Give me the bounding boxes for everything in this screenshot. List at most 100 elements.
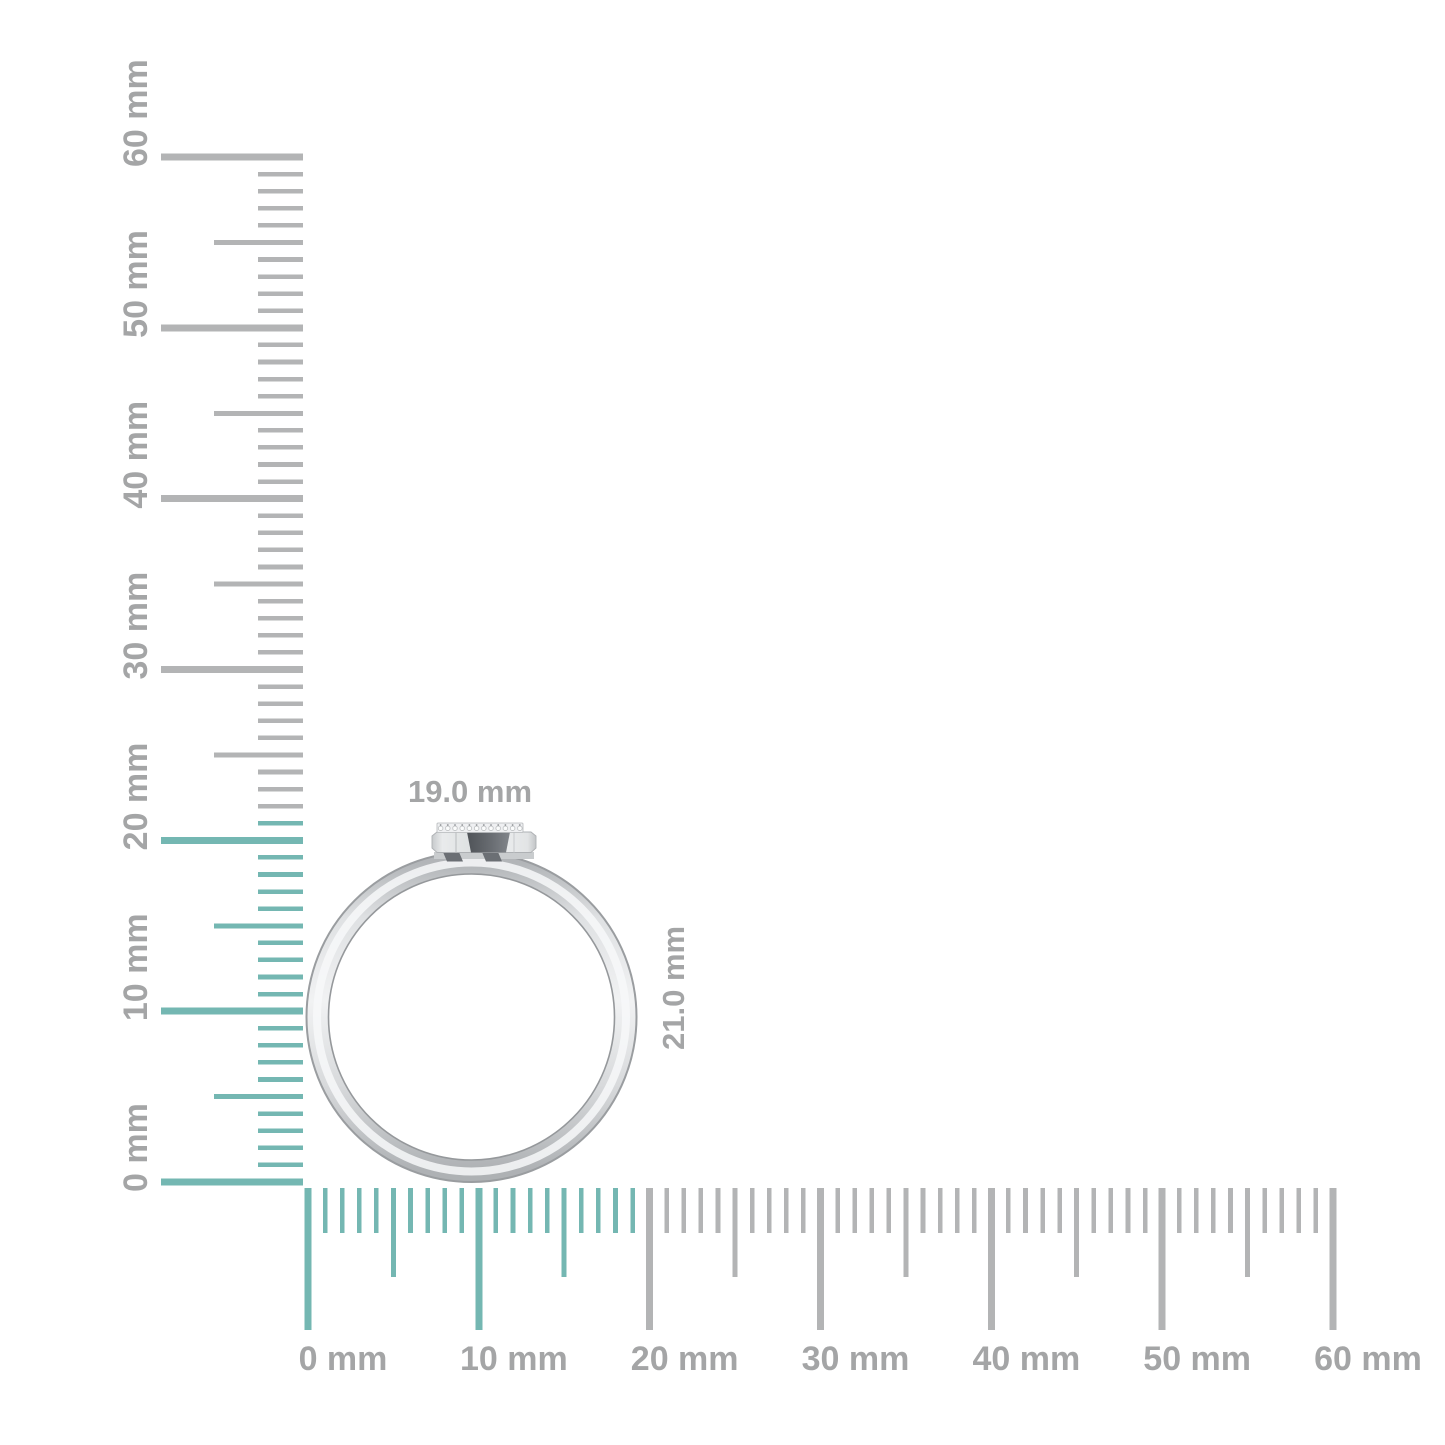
horizontal-ruler-tick: [339, 1188, 345, 1233]
horizontal-ruler-tick: [579, 1188, 584, 1233]
horizontal-ruler: [304, 1188, 1337, 1330]
horizontal-ruler-major-tick: [304, 1188, 312, 1330]
horizontal-ruler-tick: [596, 1188, 601, 1233]
horizontal-ruler-tick: [886, 1188, 892, 1233]
vertical-ruler-tick: [258, 205, 303, 211]
horizontal-ruler-tick: [356, 1188, 362, 1233]
horizontal-ruler-tick: [1279, 1188, 1285, 1233]
vertical-ruler-major-tick: [161, 153, 303, 161]
horizontal-ruler-tick: [1176, 1188, 1182, 1233]
horizontal-ruler-tick-label: 10 mm: [460, 1340, 568, 1378]
vertical-ruler-tick: [258, 940, 303, 946]
horizontal-ruler-major-tick: [816, 1188, 824, 1330]
horizontal-ruler-tick: [1125, 1188, 1131, 1233]
vertical-ruler-tick: [258, 376, 303, 382]
vertical-ruler-major-tick: [161, 1007, 303, 1015]
vertical-ruler-major-tick: [161, 836, 303, 844]
vertical-ruler-tick: [258, 803, 303, 809]
vertical-ruler-tick: [258, 650, 303, 655]
horizontal-ruler-major-tick: [987, 1188, 995, 1330]
horizontal-ruler-tick-label: 60 mm: [1314, 1340, 1422, 1378]
horizontal-ruler-tick: [920, 1188, 926, 1233]
vertical-ruler-tick: [258, 1111, 303, 1116]
vertical-ruler-tick: [258, 513, 303, 519]
vertical-ruler-tick: [258, 359, 303, 365]
vertical-ruler-tick: [258, 957, 303, 963]
vertical-ruler-tick: [214, 752, 303, 758]
vertical-ruler-tick: [258, 872, 303, 877]
horizontal-ruler-tick: [732, 1188, 738, 1277]
ring-image: [305, 822, 638, 1183]
horizontal-ruler-tick: [1262, 1188, 1267, 1233]
vertical-ruler-tick: [258, 855, 303, 860]
ring-height-dimension: 21.0 mm: [656, 926, 691, 1050]
vertical-ruler-tick: [258, 223, 303, 228]
vertical-ruler-tick: [258, 889, 303, 894]
vertical-ruler-tick: [258, 308, 303, 314]
horizontal-ruler-tick-label: 0 mm: [299, 1340, 388, 1378]
horizontal-ruler-tick: [749, 1188, 755, 1233]
vertical-ruler-tick: [258, 445, 303, 450]
vertical-ruler-tick: [258, 820, 303, 826]
vertical-ruler-major-tick: [161, 666, 303, 674]
vertical-ruler-tick: [258, 786, 303, 792]
horizontal-ruler-tick: [527, 1188, 533, 1233]
horizontal-ruler-tick: [681, 1188, 687, 1233]
vertical-ruler-tick-label: 60 mm: [117, 59, 155, 167]
horizontal-ruler-major-tick: [1158, 1188, 1166, 1330]
horizontal-ruler-tick: [459, 1188, 465, 1233]
vertical-ruler-tick: [258, 633, 303, 638]
vertical-ruler: [161, 153, 303, 1186]
ring-bezel-dark-face: [467, 832, 510, 853]
horizontal-ruler-tick: [510, 1188, 516, 1233]
vertical-ruler-tick: [258, 991, 303, 997]
horizontal-ruler-tick: [1245, 1188, 1251, 1277]
vertical-ruler-tick: [258, 171, 303, 177]
vertical-ruler-tick: [258, 906, 303, 911]
vertical-ruler-tick: [258, 735, 303, 741]
vertical-ruler-tick: [258, 684, 303, 689]
horizontal-ruler-tick: [613, 1188, 618, 1233]
vertical-ruler-tick: [214, 923, 303, 929]
vertical-ruler-tick: [258, 769, 303, 775]
vertical-ruler-tick: [258, 462, 303, 467]
horizontal-ruler-tick: [1040, 1188, 1045, 1233]
vertical-ruler-tick: [258, 1060, 303, 1065]
vertical-ruler-tick: [258, 1043, 303, 1048]
horizontal-ruler-tick-label: 50 mm: [1143, 1340, 1251, 1378]
vertical-ruler-tick: [258, 547, 303, 553]
horizontal-ruler-tick: [561, 1188, 567, 1277]
vertical-ruler-tick: [258, 1077, 303, 1082]
vertical-ruler-labels: 0 mm 10 mm 20 mm 30 mm 40 mm 50 mm 60 mm: [117, 59, 155, 1192]
vertical-ruler-tick-label: 40 mm: [117, 401, 155, 509]
vertical-ruler-tick: [258, 291, 303, 296]
horizontal-ruler-tick: [1006, 1188, 1011, 1233]
horizontal-ruler-tick: [664, 1188, 670, 1233]
vertical-ruler-tick: [214, 410, 303, 416]
ring-prong: [482, 852, 502, 862]
ring-width-dimension: 19.0 mm: [408, 774, 532, 809]
horizontal-ruler-tick: [1296, 1188, 1302, 1233]
vertical-ruler-tick: [258, 257, 303, 262]
horizontal-ruler-tick: [1313, 1188, 1319, 1233]
vertical-ruler-major-tick: [161, 1178, 303, 1186]
horizontal-ruler-labels: 0 mm 10 mm 20 mm 30 mm 40 mm 50 mm 60 mm: [299, 1340, 1422, 1378]
horizontal-ruler-tick: [1074, 1188, 1080, 1277]
horizontal-ruler-major-tick: [646, 1188, 654, 1330]
vertical-ruler-tick-label: 20 mm: [117, 743, 155, 851]
horizontal-ruler-tick-label: 40 mm: [972, 1340, 1080, 1378]
vertical-ruler-tick: [258, 1145, 303, 1151]
horizontal-ruler-tick-label: 30 mm: [802, 1340, 910, 1378]
horizontal-ruler-tick: [425, 1188, 430, 1233]
horizontal-ruler-tick: [544, 1188, 550, 1233]
horizontal-ruler-tick: [493, 1188, 499, 1233]
horizontal-ruler-tick: [442, 1188, 447, 1233]
horizontal-ruler-tick: [1211, 1188, 1216, 1233]
ring-inner-rim: [327, 873, 616, 1161]
vertical-ruler-tick-label: 10 mm: [117, 913, 155, 1021]
vertical-ruler-tick-label: 50 mm: [117, 230, 155, 338]
horizontal-ruler-tick: [852, 1188, 857, 1233]
horizontal-ruler-tick: [784, 1188, 789, 1233]
horizontal-ruler-tick: [903, 1188, 909, 1277]
vertical-ruler-tick: [258, 615, 303, 621]
